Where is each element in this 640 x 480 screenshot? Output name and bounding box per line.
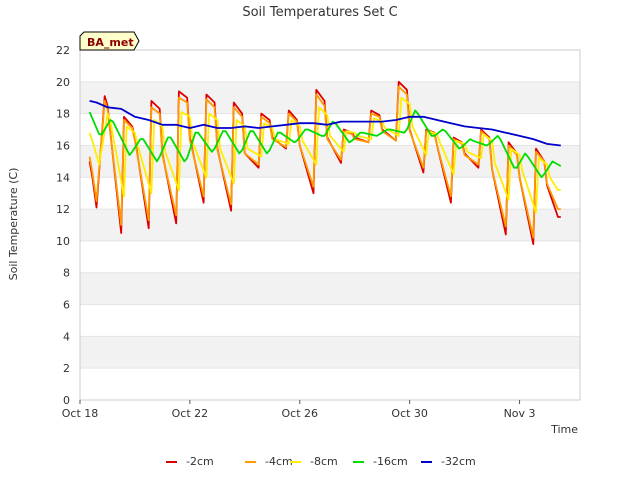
plot-band: [80, 240, 580, 273]
legend-label: -16cm: [373, 455, 408, 468]
y-tick-label: 4: [63, 330, 70, 343]
legend-item: -16cm: [353, 455, 408, 468]
y-tick-label: 22: [56, 44, 70, 57]
y-tick-label: 20: [56, 76, 70, 89]
x-axis-ticks: Oct 18 Oct 22 Oct 26 Oct 30 Nov 3: [62, 400, 536, 420]
chart-title: Soil Temperatures Set C: [242, 5, 397, 20]
legend-label: -8cm: [310, 455, 338, 468]
legend-item: -8cm: [290, 455, 338, 468]
y-tick-label: 6: [63, 299, 70, 312]
plot-band: [80, 272, 580, 305]
plot-band: [80, 81, 580, 114]
legend-item: -2cm: [166, 455, 214, 468]
legend-item: -32cm: [421, 455, 476, 468]
x-tick-label: Oct 26: [282, 407, 319, 420]
y-tick-label: 8: [63, 267, 70, 280]
plot-band: [80, 368, 580, 400]
y-tick-label: 12: [56, 203, 70, 216]
series-lines: [88, 80, 562, 246]
y-axis-label: Soil Temperature (C): [7, 168, 20, 281]
y-tick-label: 16: [56, 139, 70, 152]
series-line-16cm: [88, 109, 562, 179]
site-badge-shape: [79, 31, 140, 51]
plot-band: [80, 50, 580, 82]
legend-label: -32cm: [441, 455, 476, 468]
series-line-32cm: [89, 100, 561, 147]
plot-band: [80, 304, 580, 337]
y-tick-label: 0: [63, 394, 70, 407]
legend-item: -4cm: [245, 455, 293, 468]
plot-band: [80, 209, 580, 241]
legend-label: -4cm: [265, 455, 293, 468]
x-tick-label: Oct 18: [62, 407, 99, 420]
y-tick-label: 18: [56, 108, 70, 121]
site-badge-label: BA_met: [87, 36, 134, 49]
y-tick-label: 2: [63, 362, 70, 375]
legend: -2cm -4cm -8cm -16cm -32cm: [166, 455, 476, 468]
y-tick-label: 14: [56, 171, 70, 184]
y-tick-label: 10: [56, 235, 70, 248]
site-badge: BA_met: [79, 31, 140, 51]
plot-band: [80, 336, 580, 369]
x-axis-label: Time: [550, 423, 578, 436]
plot-frame: [79, 49, 581, 401]
x-tick-label: Nov 3: [504, 407, 536, 420]
plot-band: [80, 177, 580, 210]
series-line-8cm: [88, 96, 561, 214]
y-axis-ticks: 0 2 4 6 8 10 12 14 16 18 20 22: [56, 44, 70, 407]
x-tick-label: Oct 22: [172, 407, 209, 420]
legend-label: -2cm: [186, 455, 214, 468]
x-tick-label: Oct 30: [391, 407, 428, 420]
